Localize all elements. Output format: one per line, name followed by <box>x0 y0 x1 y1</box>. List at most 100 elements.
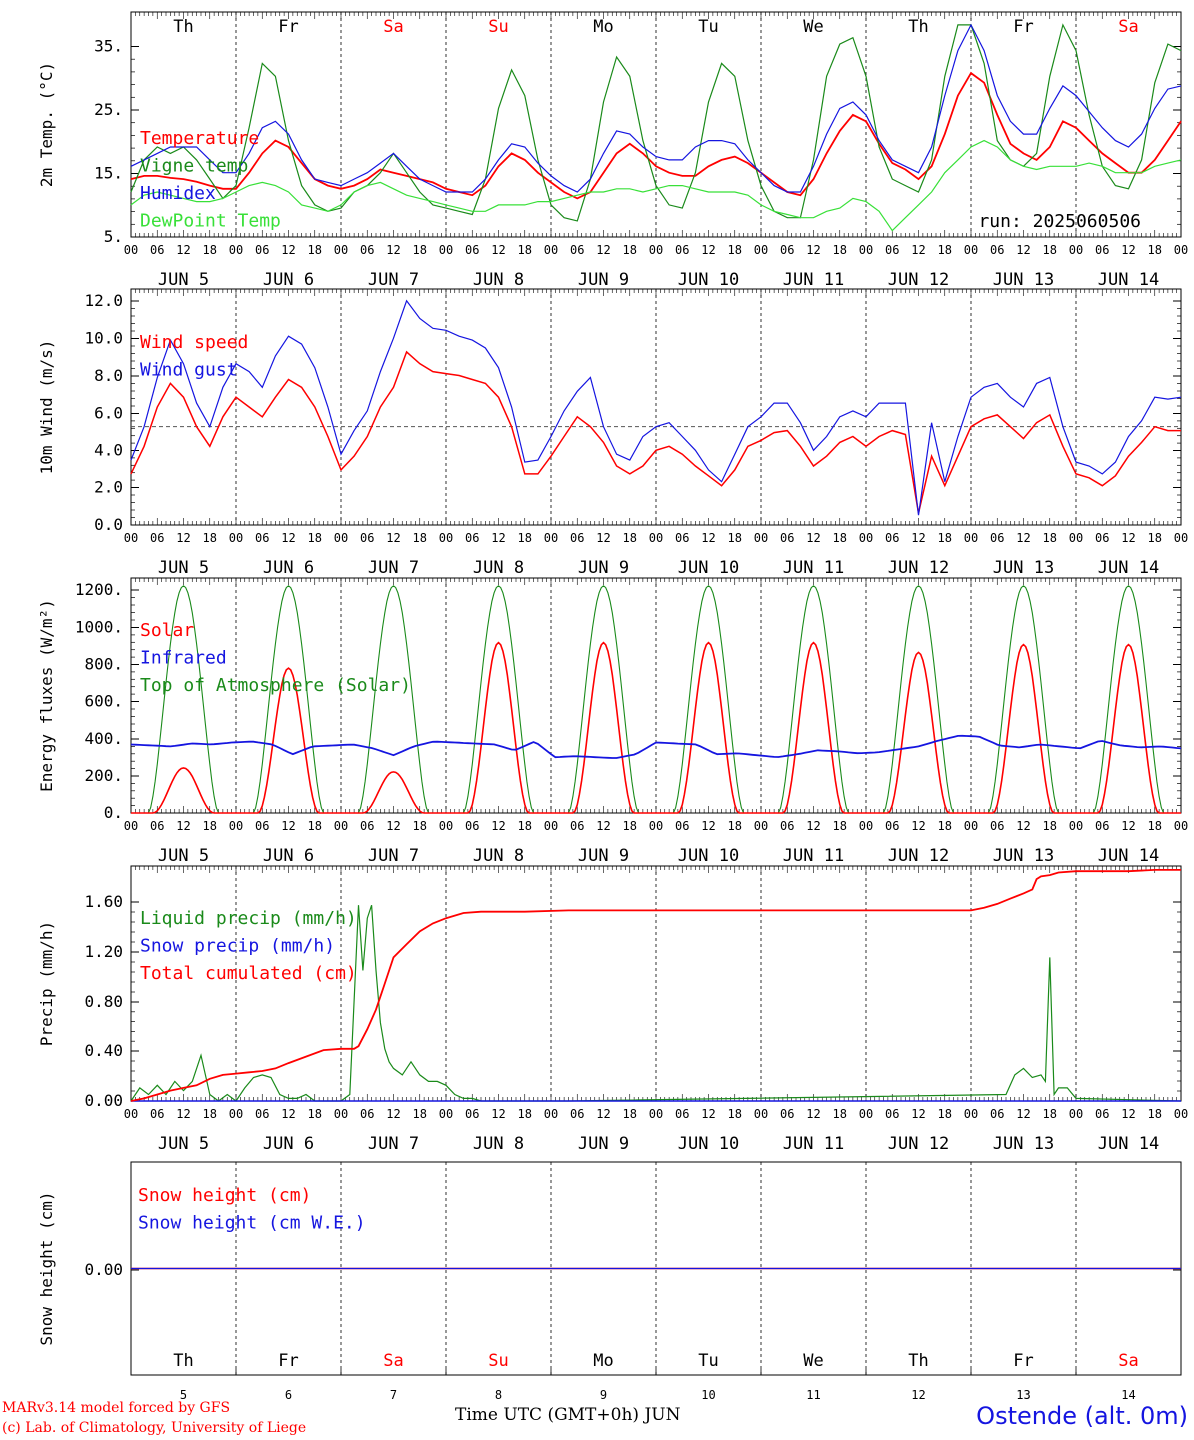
series-line-humidex <box>130 23 1182 193</box>
y-tick-label: 25. <box>94 100 123 119</box>
hour-tick-label: 18 <box>308 531 322 545</box>
hour-tick-label: 12 <box>1016 243 1030 257</box>
y-tick-label: 800. <box>84 655 123 674</box>
hour-tick-label: 12 <box>806 1107 820 1121</box>
hour-tick-label: 00 <box>229 819 243 833</box>
y-tick-label: 4.0 <box>94 441 123 460</box>
hour-tick-label: 00 <box>334 243 348 257</box>
hour-tick-label: 12 <box>491 819 505 833</box>
legend-entry: Solar <box>140 620 194 641</box>
hour-tick-label: 18 <box>938 531 952 545</box>
hour-tick-label: 00 <box>859 531 873 545</box>
hour-tick-label: 00 <box>649 531 663 545</box>
hour-tick-label: 18 <box>623 243 637 257</box>
legend-entry: Humidex <box>140 183 216 204</box>
hour-tick-label: 18 <box>623 1107 637 1121</box>
weekday-label: Su <box>488 1351 508 1371</box>
hour-tick-label: 18 <box>1043 243 1057 257</box>
day-label: JUN 12 <box>888 270 949 290</box>
hour-tick-label: 18 <box>623 531 637 545</box>
day-label: JUN 8 <box>473 558 524 578</box>
y-axis-label: Snow height (cm) <box>37 1191 56 1345</box>
hour-tick-label: 00 <box>754 243 768 257</box>
hour-tick-label: 18 <box>1148 819 1162 833</box>
weekday-label: Sa <box>383 1351 403 1371</box>
hour-tick-label: 06 <box>885 1107 899 1121</box>
hour-tick-label: 18 <box>728 243 742 257</box>
weekday-label: Mo <box>593 1351 613 1371</box>
y-tick-label: 12.0 <box>84 291 123 310</box>
hour-tick-label: 06 <box>150 819 164 833</box>
hour-tick-label: 12 <box>386 243 400 257</box>
hour-tick-label: 12 <box>596 243 610 257</box>
day-number-label: 8 <box>495 1388 502 1402</box>
y-tick-label: 0.00 <box>84 1091 123 1110</box>
y-tick-label: 400. <box>84 729 123 748</box>
legend-entry: Top of Atmosphere (Solar) <box>140 675 411 696</box>
day-label: JUN 5 <box>158 558 209 578</box>
hour-tick-label: 06 <box>675 819 689 833</box>
hour-tick-label: 18 <box>413 243 427 257</box>
day-label: JUN 9 <box>578 270 629 290</box>
hour-tick-label: 06 <box>990 243 1004 257</box>
hour-tick-label: 06 <box>1095 243 1109 257</box>
y-tick-label: 200. <box>84 766 123 785</box>
hour-tick-label: 00 <box>544 1107 558 1121</box>
day-label: JUN 8 <box>473 270 524 290</box>
hour-tick-label: 12 <box>806 531 820 545</box>
day-label: JUN 5 <box>158 846 209 866</box>
day-label: JUN 12 <box>888 846 949 866</box>
hour-tick-label: 12 <box>701 243 715 257</box>
hour-tick-label: 12 <box>596 819 610 833</box>
day-label: JUN 11 <box>783 270 844 290</box>
weekday-label: We <box>803 17 823 37</box>
y-tick-label: 1200. <box>75 580 123 599</box>
hour-tick-label: 00 <box>649 1107 663 1121</box>
hour-tick-label: 18 <box>938 819 952 833</box>
hour-tick-label: 18 <box>833 243 847 257</box>
legend-entry: Liquid precip (mm/h) <box>140 908 357 929</box>
hour-tick-label: 00 <box>964 531 978 545</box>
day-label: JUN 7 <box>368 558 419 578</box>
weekday-label: Mo <box>593 17 613 37</box>
weekday-label: Sa <box>1118 1351 1138 1371</box>
series-line-liquid-precip-mm-h <box>130 905 1182 1102</box>
y-tick-label: 5. <box>104 227 123 246</box>
weekday-label: Sa <box>1118 17 1138 37</box>
hour-tick-label: 18 <box>203 531 217 545</box>
day-label: JUN 11 <box>783 558 844 578</box>
weekday-label: Th <box>173 17 193 37</box>
hour-tick-label: 00 <box>649 819 663 833</box>
hour-tick-label: 12 <box>911 819 925 833</box>
y-tick-label: 0.0 <box>94 515 123 534</box>
hour-tick-label: 12 <box>491 531 505 545</box>
hour-tick-label: 12 <box>491 243 505 257</box>
station-name: Ostende (alt. 0m) <box>976 1402 1188 1430</box>
y-tick-label: 6.0 <box>94 404 123 423</box>
hour-tick-label: 00 <box>964 1107 978 1121</box>
hour-tick-label: 12 <box>1121 243 1135 257</box>
hour-tick-label: 12 <box>1121 1107 1135 1121</box>
hour-tick-label: 18 <box>518 243 532 257</box>
day-label: JUN 13 <box>993 270 1054 290</box>
weekday-label: Tu <box>698 17 718 37</box>
series-line-wind-gust <box>130 299 1182 516</box>
y-tick-label: 0.40 <box>84 1041 123 1060</box>
hour-tick-label: 06 <box>885 531 899 545</box>
hour-tick-label: 18 <box>413 531 427 545</box>
hour-tick-label: 12 <box>176 531 190 545</box>
hour-tick-label: 18 <box>1148 1107 1162 1121</box>
series-line-total-cumulated-cm <box>130 869 1181 1102</box>
weekday-label: Th <box>908 17 928 37</box>
y-tick-label: 0. <box>104 803 123 822</box>
day-label: JUN 5 <box>158 1134 209 1154</box>
day-number-label: 13 <box>1016 1388 1030 1402</box>
hour-tick-label: 12 <box>491 1107 505 1121</box>
hour-tick-label: 06 <box>780 1107 794 1121</box>
hour-tick-label: 06 <box>465 243 479 257</box>
hour-tick-label: 00 <box>229 243 243 257</box>
y-tick-label: 2.0 <box>94 478 123 497</box>
series-line-vigne-temp <box>130 23 1182 222</box>
day-number-label: 14 <box>1121 1388 1135 1402</box>
y-tick-label: 0.80 <box>84 992 123 1011</box>
